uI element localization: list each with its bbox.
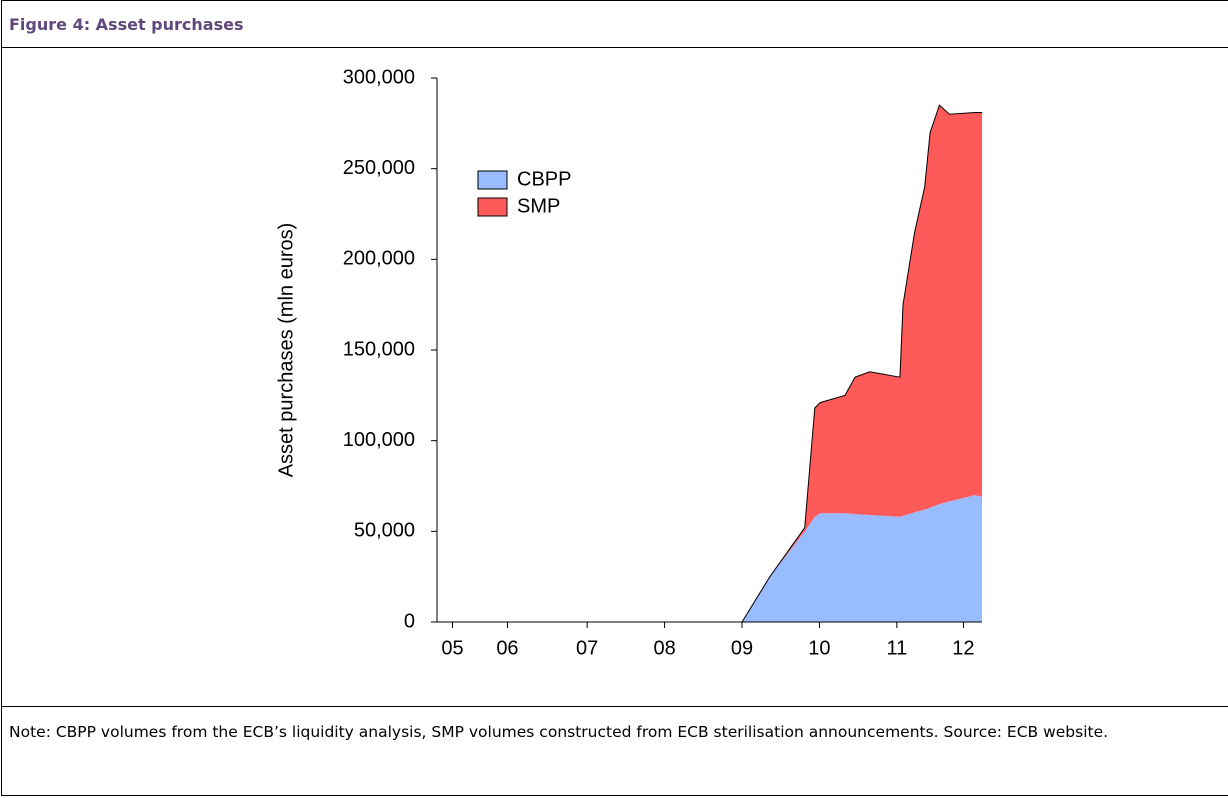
legend-label: CBPP — [517, 168, 571, 190]
y-tick-label: 0 — [404, 610, 415, 632]
y-tick-label: 200,000 — [343, 248, 415, 270]
x-tick-label: 09 — [731, 637, 753, 659]
x-tick-label: 10 — [808, 637, 830, 659]
y-tick-label: 100,000 — [343, 429, 415, 451]
area — [437, 105, 982, 622]
divider — [2, 706, 1228, 707]
legend-swatch — [477, 197, 508, 217]
y-tick-label: 150,000 — [343, 338, 415, 360]
area — [437, 495, 982, 622]
x-tick-label: 07 — [576, 637, 598, 659]
area-outline — [437, 104, 982, 623]
legend-swatch — [477, 170, 508, 190]
divider — [2, 47, 1228, 48]
y-axis-label: Asset purchases (mln euros) — [275, 223, 297, 478]
x-tick-label: 08 — [653, 637, 675, 659]
x-tick-label: 05 — [441, 637, 463, 659]
x-tick-label: 12 — [952, 637, 974, 659]
y-tick-label: 50,000 — [354, 520, 415, 542]
x-tick-label: 11 — [886, 637, 907, 659]
legend-label: SMP — [517, 195, 560, 217]
figure-title: Figure 4: Asset purchases — [9, 15, 244, 34]
y-tick-label: 300,000 — [343, 66, 415, 88]
x-tick-label: 06 — [496, 637, 518, 659]
y-tick-label: 250,000 — [343, 157, 415, 179]
figure-note: Note: CBPP volumes from the ECB’s liquid… — [9, 723, 1109, 741]
